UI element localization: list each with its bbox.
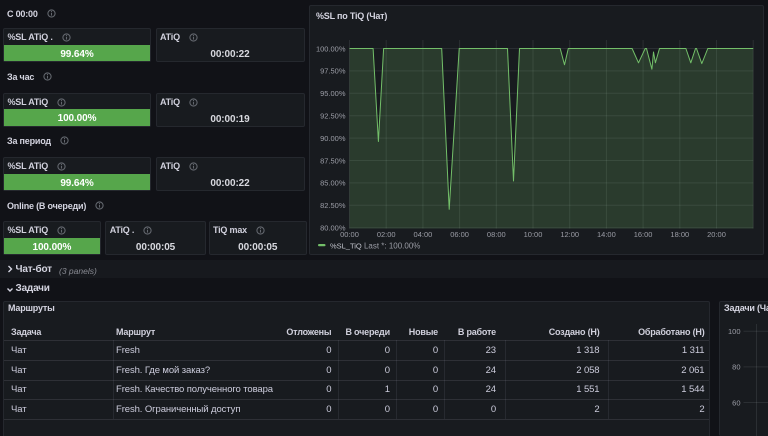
svg-text:80.00%: 80.00%: [320, 223, 346, 232]
svg-text:80: 80: [732, 362, 740, 371]
svg-text:14:00: 14:00: [597, 230, 616, 239]
svg-text:02:00: 02:00: [376, 230, 395, 239]
svg-text:82.50%: 82.50%: [320, 201, 346, 210]
svg-text:95.00%: 95.00%: [320, 89, 346, 98]
svg-text:18:00: 18:00: [670, 230, 689, 239]
svg-text:16:00: 16:00: [633, 230, 652, 239]
svg-text:90.00%: 90.00%: [320, 134, 346, 143]
svg-text:06:00: 06:00: [450, 230, 469, 239]
svg-text:92.50%: 92.50%: [320, 111, 346, 120]
svg-text:100: 100: [727, 327, 740, 336]
svg-text:97.50%: 97.50%: [320, 67, 346, 76]
svg-text:87.50%: 87.50%: [320, 156, 346, 165]
svg-text:10:00: 10:00: [523, 230, 542, 239]
svg-text:%SL_TiQ: %SL_TiQ: [330, 241, 362, 250]
svg-text:Last *: 100.00%: Last *: 100.00%: [364, 241, 420, 250]
svg-text:100.00%: 100.00%: [315, 44, 345, 53]
svg-text:12:00: 12:00: [560, 230, 579, 239]
svg-text:08:00: 08:00: [486, 230, 505, 239]
svg-text:04:00: 04:00: [413, 230, 432, 239]
svg-text:00:00: 00:00: [340, 230, 359, 239]
svg-text:60: 60: [732, 398, 740, 407]
svg-text:20:00: 20:00: [707, 230, 726, 239]
svg-text:85.00%: 85.00%: [320, 179, 346, 188]
